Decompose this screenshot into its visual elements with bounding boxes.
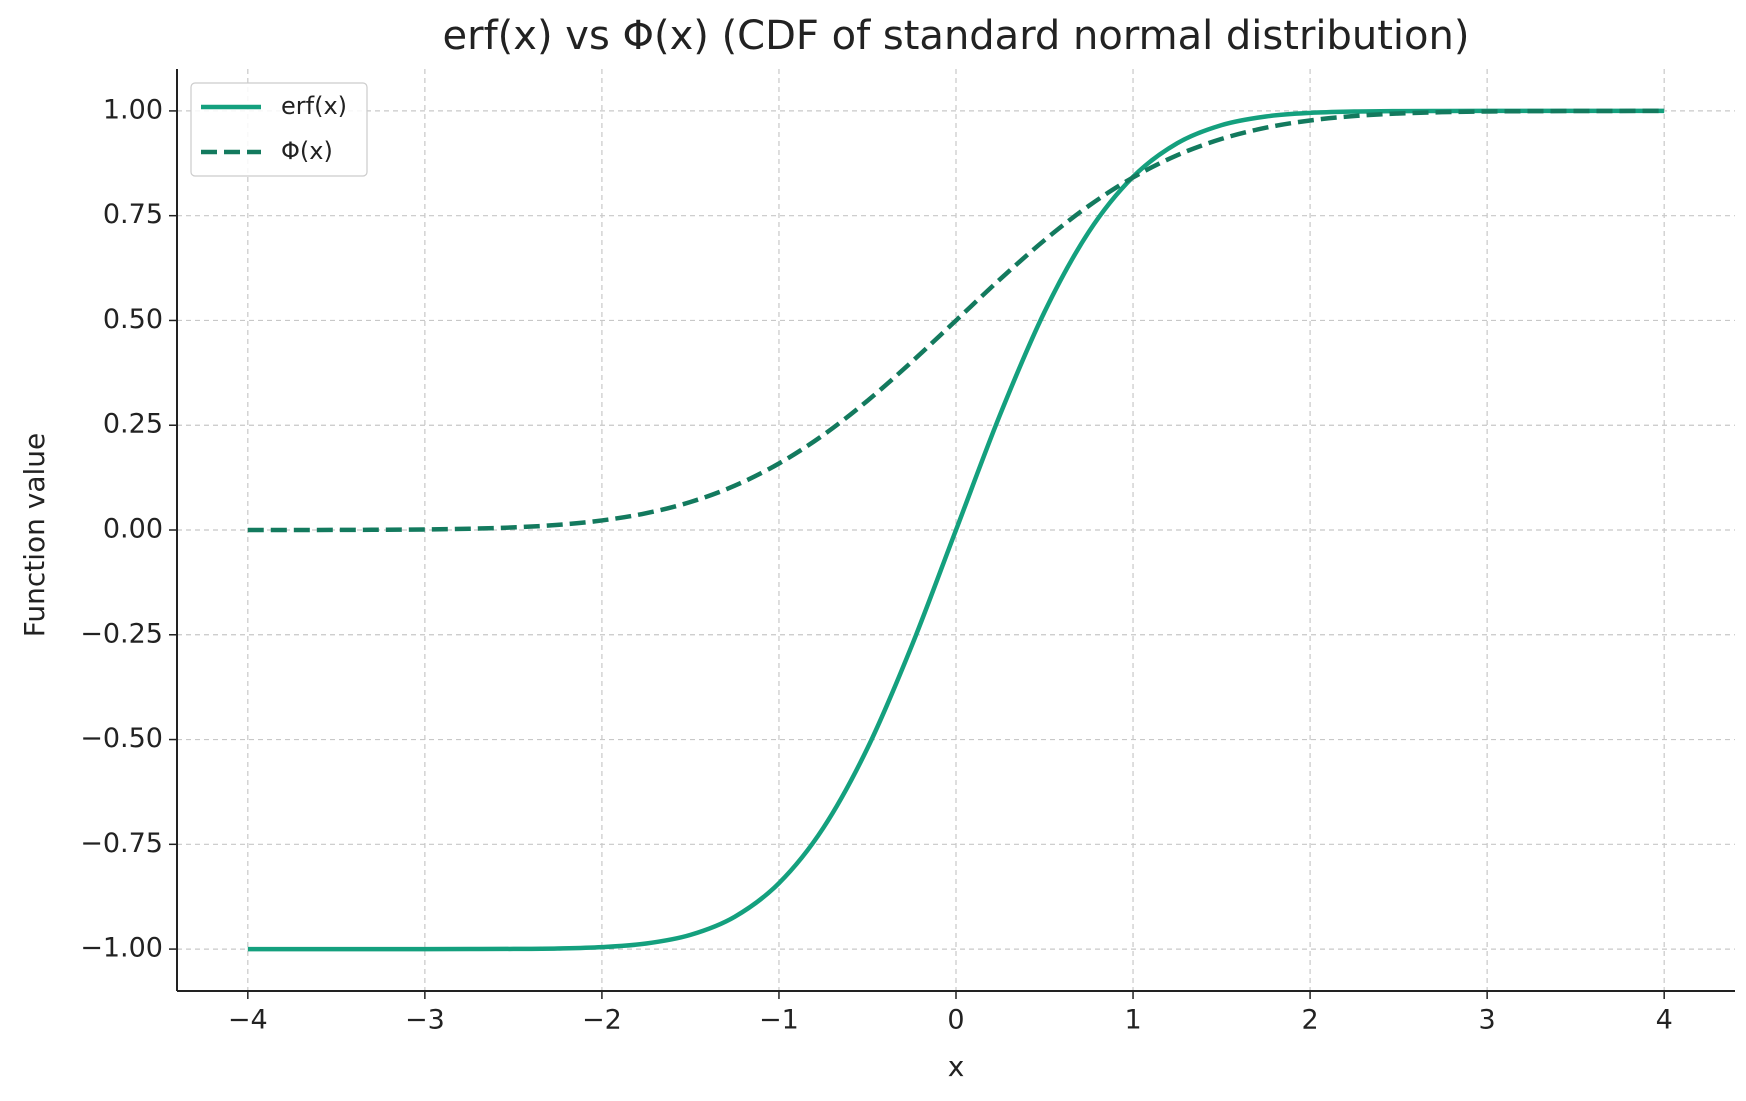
y-tick-label: −0.25 (80, 618, 163, 649)
legend-label: erf(x) (281, 92, 347, 120)
chart-title: erf(x) vs Φ(x) (CDF of standard normal d… (443, 13, 1470, 59)
legend-label: Φ(x) (281, 137, 333, 165)
x-tick-label: 3 (1479, 1005, 1496, 1036)
x-tick-label: −3 (405, 1005, 445, 1036)
y-axis-label: Function value (18, 433, 51, 637)
y-tick-label: −0.50 (80, 723, 163, 754)
y-tick-label: 0.25 (103, 409, 163, 440)
y-tick-label: 0.75 (103, 199, 163, 230)
line-series (247, 108, 1665, 952)
x-tick-label: 2 (1301, 1005, 1318, 1036)
x-tick-label: 4 (1656, 1005, 1673, 1036)
y-tick-label: −0.75 (80, 828, 163, 859)
y-tick-label: −1.00 (80, 933, 163, 964)
x-tick-label: 1 (1124, 1005, 1141, 1036)
x-tick-label: −2 (582, 1005, 622, 1036)
y-tick-label: 1.00 (103, 94, 163, 125)
x-tick-label: −1 (759, 1005, 799, 1036)
y-tick-label: 0.50 (103, 304, 163, 335)
x-tick-label: 0 (947, 1005, 964, 1036)
x-axis-label: x (948, 1050, 965, 1083)
y-tick-label: 0.00 (103, 514, 163, 545)
line-series (247, 108, 1665, 533)
x-tick-label: −4 (228, 1005, 268, 1036)
